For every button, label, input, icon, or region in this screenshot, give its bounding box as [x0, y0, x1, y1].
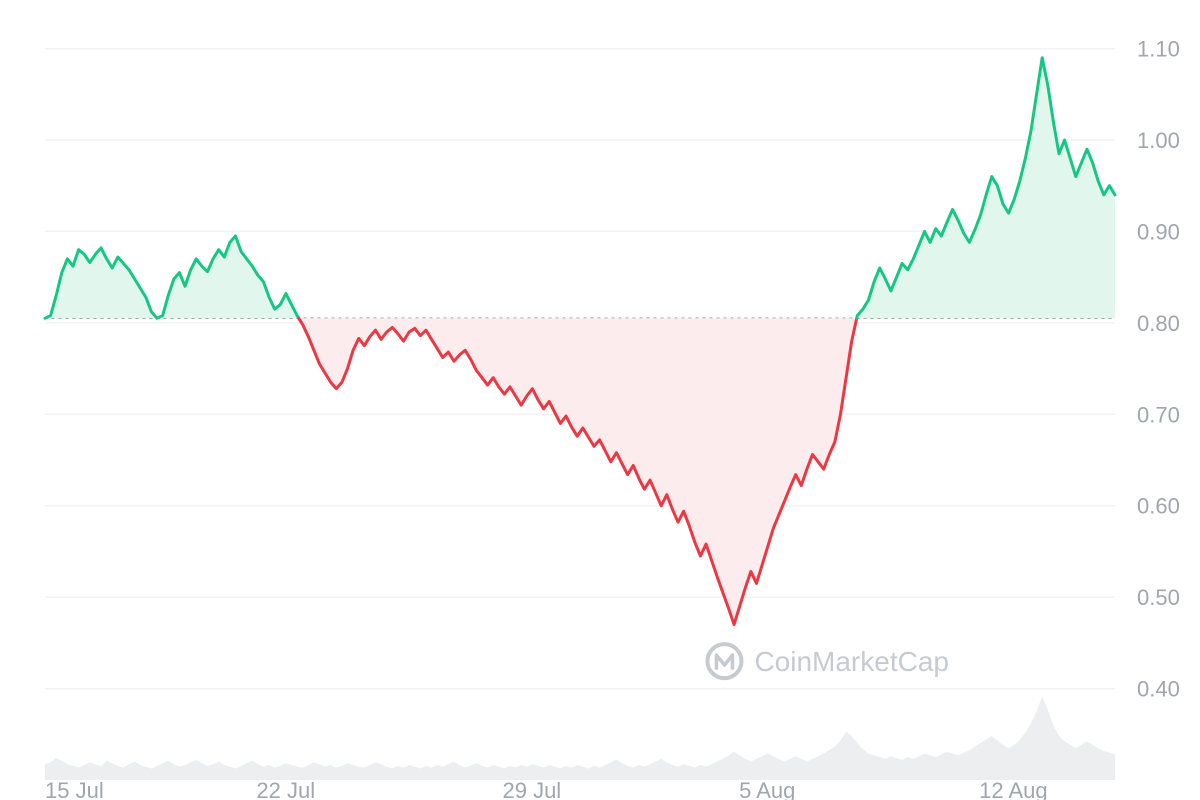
y-axis-label: 0.50	[1137, 585, 1180, 610]
chart-svg: 0.40 0.50 0.60 0.70 0.80 0.90 1.00 1.10 CoinMark…	[0, 0, 1200, 800]
y-axis-label: 1.00	[1137, 128, 1180, 153]
volume-area	[45, 696, 1115, 780]
x-axis-label: 29 Jul	[502, 778, 561, 800]
area-below	[299, 318, 857, 624]
x-axis-label: 22 Jul	[256, 778, 315, 800]
watermark: CoinMarketCap	[707, 644, 949, 678]
x-axis-label: 5 Aug	[739, 778, 795, 800]
y-axis-label: 1.10	[1137, 37, 1180, 62]
y-axis-label: 0.70	[1137, 402, 1180, 427]
x-axis-label: 15 Jul	[45, 778, 104, 800]
y-axis-label: 0.40	[1137, 677, 1180, 702]
x-axis-label: 12 Aug	[979, 778, 1048, 800]
price-chart: 0.40 0.50 0.60 0.70 0.80 0.90 1.00 1.10 CoinMark…	[0, 0, 1200, 800]
watermark-text: CoinMarketCap	[754, 646, 949, 677]
y-axis-label: 0.90	[1137, 219, 1180, 244]
y-axis-label: 0.80	[1137, 311, 1180, 336]
y-axis-label: 0.60	[1137, 494, 1180, 519]
